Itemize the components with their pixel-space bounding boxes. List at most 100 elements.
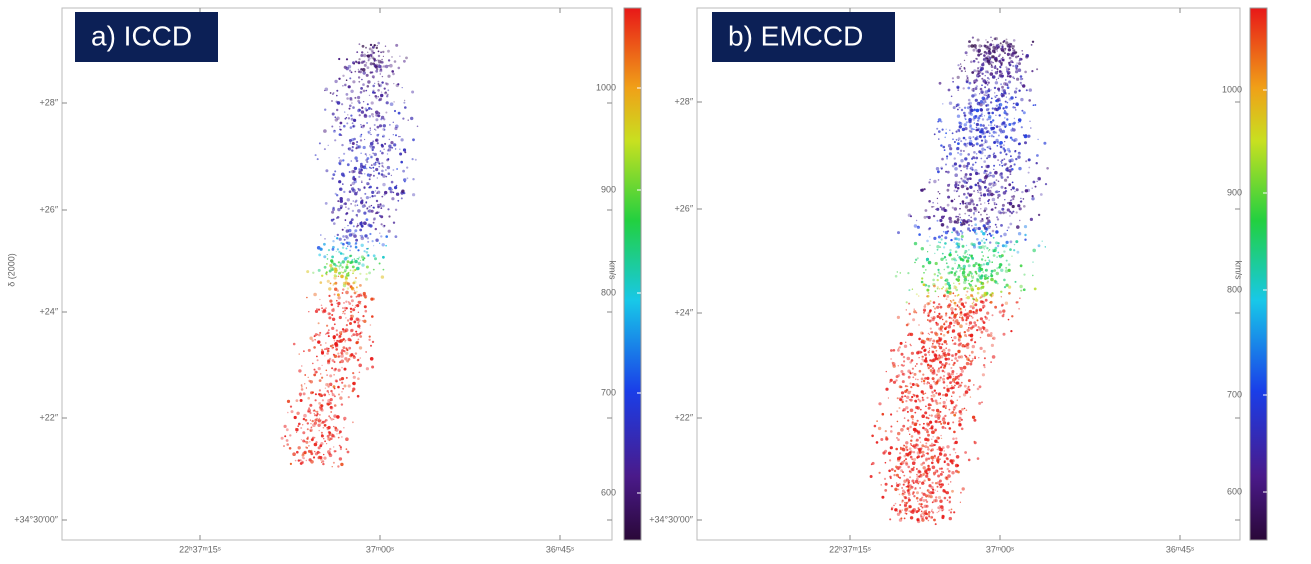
- speckle: [996, 125, 999, 128]
- speckle: [993, 141, 996, 144]
- speckle: [960, 492, 962, 494]
- speckle: [921, 277, 923, 279]
- speckle: [939, 288, 941, 290]
- speckle: [345, 206, 347, 208]
- speckle: [907, 386, 909, 388]
- speckle: [286, 443, 289, 446]
- speckle: [991, 65, 994, 68]
- speckle: [399, 148, 401, 150]
- speckle: [884, 478, 886, 480]
- speckle: [971, 158, 973, 160]
- speckle: [1019, 285, 1022, 288]
- speckle: [381, 223, 383, 225]
- speckle: [302, 454, 305, 457]
- speckle: [980, 268, 983, 271]
- speckle: [921, 358, 923, 360]
- speckle: [331, 418, 334, 421]
- speckle: [945, 362, 948, 365]
- speckle: [334, 388, 336, 390]
- speckle: [354, 97, 356, 99]
- speckle: [914, 373, 917, 376]
- speckle: [358, 76, 360, 78]
- speckle: [934, 133, 936, 135]
- speckle: [1011, 54, 1015, 58]
- speckle: [371, 113, 374, 116]
- speckle: [969, 173, 972, 176]
- speckle: [973, 109, 975, 111]
- speckle: [947, 358, 950, 361]
- speckle: [925, 269, 927, 271]
- speckle: [351, 170, 354, 173]
- speckle: [969, 82, 972, 85]
- speckle: [1015, 51, 1017, 53]
- speckle: [933, 472, 936, 475]
- speckle: [941, 468, 943, 470]
- speckle: [305, 446, 307, 448]
- speckle: [990, 278, 994, 282]
- speckle: [333, 284, 335, 286]
- speckle: [890, 426, 892, 428]
- speckle: [938, 437, 940, 439]
- speckle: [973, 190, 975, 192]
- speckle: [947, 331, 950, 334]
- speckle: [361, 255, 364, 258]
- speckle: [355, 307, 356, 308]
- speckle: [926, 383, 928, 385]
- speckle: [378, 51, 380, 53]
- speckle: [941, 363, 944, 366]
- speckle: [948, 464, 950, 466]
- speckle: [384, 194, 386, 196]
- speckle: [998, 210, 1001, 213]
- speckle: [1021, 110, 1023, 112]
- speckle: [379, 124, 382, 127]
- speckle: [1019, 60, 1021, 62]
- speckle: [368, 206, 370, 208]
- speckle: [966, 121, 968, 123]
- speckle: [927, 467, 929, 469]
- speckle: [402, 118, 404, 120]
- speckle: [951, 509, 953, 511]
- speckle: [406, 167, 408, 169]
- speckle: [384, 143, 386, 145]
- speckle: [925, 393, 926, 394]
- speckle: [932, 377, 935, 380]
- speckle: [951, 272, 953, 274]
- speckle: [911, 480, 914, 483]
- speckle: [983, 350, 986, 353]
- speckle: [937, 491, 938, 492]
- colorbar-tick-label: 1000: [596, 82, 616, 92]
- speckle: [312, 391, 314, 393]
- speckle: [321, 305, 323, 307]
- speckle: [337, 465, 339, 467]
- speckle: [997, 50, 998, 51]
- speckle: [360, 235, 361, 236]
- speckle: [953, 106, 956, 109]
- speckle: [939, 500, 942, 503]
- speckle: [954, 314, 957, 317]
- speckle: [321, 352, 324, 355]
- speckle: [320, 248, 323, 251]
- speckle: [341, 436, 342, 437]
- speckle: [901, 464, 902, 465]
- speckle: [983, 102, 985, 104]
- speckle: [389, 64, 393, 68]
- speckle: [993, 165, 995, 167]
- speckle: [1011, 196, 1013, 198]
- speckle: [956, 455, 960, 459]
- speckle: [971, 225, 972, 226]
- speckle: [978, 211, 980, 213]
- speckle: [932, 489, 934, 491]
- speckle: [1016, 62, 1018, 64]
- speckle: [365, 159, 368, 162]
- speckle: [980, 317, 983, 320]
- speckle: [289, 447, 292, 450]
- speckle: [952, 81, 954, 83]
- speckle: [373, 222, 375, 224]
- speckle: [1010, 43, 1012, 45]
- speckle: [310, 423, 311, 424]
- speckle: [1002, 59, 1004, 61]
- speckle: [917, 501, 918, 502]
- speckle: [339, 238, 342, 241]
- speckle: [952, 378, 956, 382]
- speckle: [364, 64, 367, 67]
